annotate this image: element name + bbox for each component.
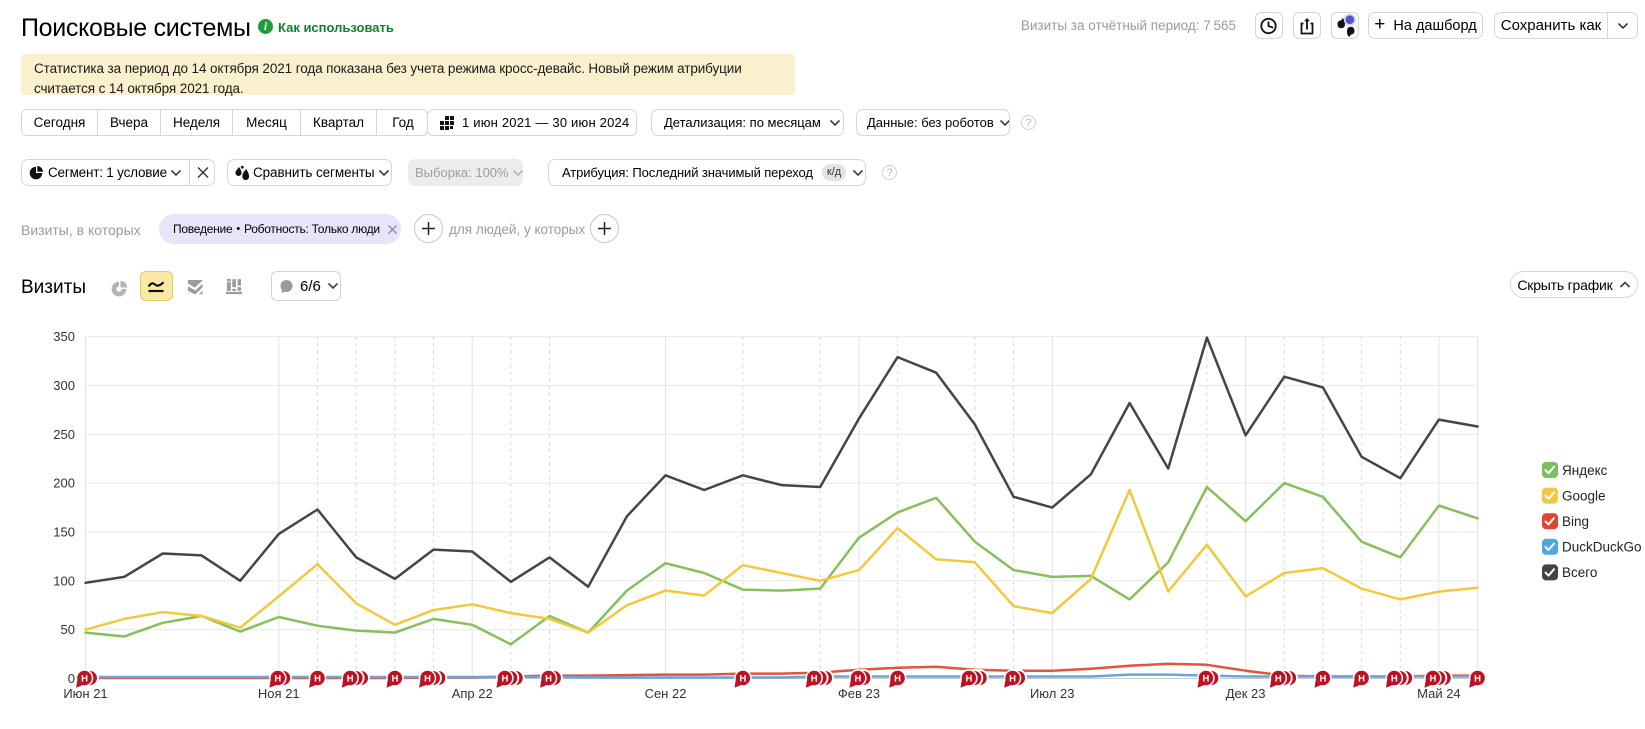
svg-text:350: 350 — [53, 329, 75, 344]
svg-text:Н: Н — [347, 674, 354, 685]
svg-text:Май 24: Май 24 — [1417, 686, 1461, 701]
svg-text:100: 100 — [53, 573, 75, 588]
svg-text:Н: Н — [501, 674, 508, 685]
svg-text:Н: Н — [1358, 674, 1365, 685]
svg-text:Н: Н — [854, 674, 861, 685]
svg-text:Н: Н — [314, 674, 321, 685]
svg-text:300: 300 — [53, 378, 75, 393]
svg-text:Н: Н — [1202, 674, 1209, 685]
svg-text:Google: Google — [1562, 488, 1606, 503]
svg-text:Н: Н — [811, 674, 818, 685]
svg-text:Н: Н — [1391, 674, 1398, 685]
svg-text:Н: Н — [1474, 674, 1481, 685]
svg-text:Н: Н — [965, 674, 972, 685]
svg-text:Всего: Всего — [1562, 565, 1597, 580]
svg-text:0: 0 — [68, 671, 75, 686]
svg-text:Н: Н — [1429, 674, 1436, 685]
svg-text:Н: Н — [1275, 674, 1282, 685]
svg-text:Н: Н — [1319, 674, 1326, 685]
svg-text:Н: Н — [894, 674, 901, 685]
svg-text:Н: Н — [1009, 674, 1016, 685]
svg-text:Н: Н — [739, 674, 746, 685]
svg-text:200: 200 — [53, 476, 75, 491]
svg-text:Н: Н — [424, 674, 431, 685]
svg-text:Сен 22: Сен 22 — [645, 686, 687, 701]
svg-text:Фев 23: Фев 23 — [838, 686, 880, 701]
svg-text:Н: Н — [545, 674, 552, 685]
svg-text:Июн 21: Июн 21 — [63, 686, 107, 701]
svg-text:Н: Н — [81, 674, 88, 685]
svg-text:150: 150 — [53, 525, 75, 540]
svg-text:Bing: Bing — [1562, 514, 1589, 529]
svg-text:Ноя 21: Ноя 21 — [258, 686, 300, 701]
svg-text:250: 250 — [53, 427, 75, 442]
svg-text:DuckDuckGo: DuckDuckGo — [1562, 540, 1642, 555]
svg-text:Н: Н — [391, 674, 398, 685]
svg-text:Апр 22: Апр 22 — [452, 686, 493, 701]
svg-text:Яндекс: Яндекс — [1562, 463, 1608, 478]
svg-text:Н: Н — [274, 674, 281, 685]
svg-text:50: 50 — [61, 622, 75, 637]
svg-text:Июл 23: Июл 23 — [1030, 686, 1074, 701]
svg-text:Дек 23: Дек 23 — [1226, 686, 1266, 701]
